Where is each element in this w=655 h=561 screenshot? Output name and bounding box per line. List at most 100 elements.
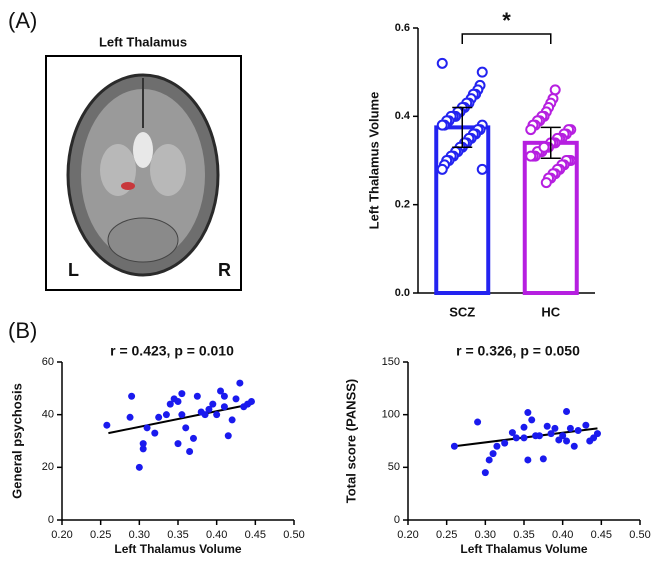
y-tick-label: 0.2 [395,199,410,211]
data-point [128,393,135,400]
data-point [136,464,143,471]
x-tick-label: HC [541,304,560,319]
side-label: L [68,260,79,280]
y-axis-label: General psychosis [9,383,24,499]
image-title: Left Thalamus [99,34,187,49]
data-point [229,416,236,423]
data-point [451,443,458,450]
roi-highlight [121,182,135,190]
data-point [540,143,549,152]
brain-structure [150,144,186,196]
data-point [209,401,216,408]
data-point [175,398,182,405]
data-point [540,455,547,462]
data-point [521,424,528,431]
chart-title: r = 0.326, p = 0.050 [456,343,580,359]
data-point [482,469,489,476]
y-tick-label: 150 [382,356,400,368]
y-axis-label: Left Thalamus Volume [366,92,381,230]
data-point [524,409,531,416]
data-point [248,398,255,405]
panel-label: (A) [8,8,37,33]
data-point [490,450,497,457]
data-point [155,414,162,421]
data-point [190,435,197,442]
x-tick-label: 0.30 [129,529,150,541]
data-point [213,411,220,418]
brain-image: Left Thalamus L R [46,34,241,290]
data-point [521,434,528,441]
significance-label: * [502,8,511,33]
x-tick-label: 0.50 [629,529,650,541]
data-point [513,434,520,441]
significance-bracket [462,34,551,44]
y-tick-label: 0.4 [395,110,411,122]
data-point [493,443,500,450]
data-point [103,422,110,429]
x-tick-label: 0.40 [552,529,573,541]
data-point [563,438,570,445]
x-tick-label: 0.50 [283,529,304,541]
data-point [175,440,182,447]
data-point [486,456,493,463]
data-point [551,425,558,432]
y-tick-label: 60 [42,356,54,368]
x-tick-label: 0.20 [51,529,72,541]
figure: (A) (B) Left Thalamus L R 0.00.20.40.6Le… [0,0,655,561]
chart-title: r = 0.423, p = 0.010 [110,343,234,359]
side-label: R [218,260,231,280]
data-point [186,448,193,455]
data-point [144,424,151,431]
y-tick-label: 0.6 [395,22,410,34]
data-point [571,443,578,450]
data-point [233,395,240,402]
y-tick-label: 0 [394,514,400,526]
data-point [575,427,582,434]
data-point [544,423,551,430]
data-point [163,411,170,418]
data-point [221,393,228,400]
x-tick-label: 0.35 [513,529,534,541]
data-point [594,430,601,437]
y-axis-label: Total score (PANSS) [343,379,358,503]
data-point [438,121,447,130]
data-point [478,165,487,174]
data-point [474,419,481,426]
data-point [526,152,535,161]
data-point [528,416,535,423]
y-tick-label: 0 [48,514,54,526]
y-tick-label: 20 [42,461,54,473]
data-point [225,432,232,439]
data-point [567,425,574,432]
data-point [501,440,508,447]
data-point [182,424,189,431]
data-point [542,178,551,187]
cerebellum [108,218,178,262]
data-point [221,403,228,410]
data-point [438,59,447,68]
x-tick-label: 0.25 [436,529,457,541]
data-point [582,422,589,429]
data-point [526,125,535,134]
data-point [563,408,570,415]
x-tick-label: SCZ [449,304,475,319]
ventricle [133,132,153,168]
data-point [438,165,447,174]
data-point [194,393,201,400]
data-point [178,390,185,397]
data-point [536,432,543,439]
x-axis-label: Left Thalamus Volume [460,542,587,556]
data-point [551,85,560,94]
x-tick-label: 0.20 [397,529,418,541]
y-tick-label: 50 [388,461,400,473]
data-point [140,445,147,452]
x-tick-label: 0.30 [475,529,496,541]
y-tick-label: 100 [382,409,400,421]
data-point [151,430,158,437]
x-tick-label: 0.45 [245,529,266,541]
data-point [127,414,134,421]
y-tick-label: 40 [42,409,54,421]
panel-label: (B) [8,318,37,343]
x-tick-label: 0.35 [167,529,188,541]
x-axis-label: Left Thalamus Volume [114,542,241,556]
